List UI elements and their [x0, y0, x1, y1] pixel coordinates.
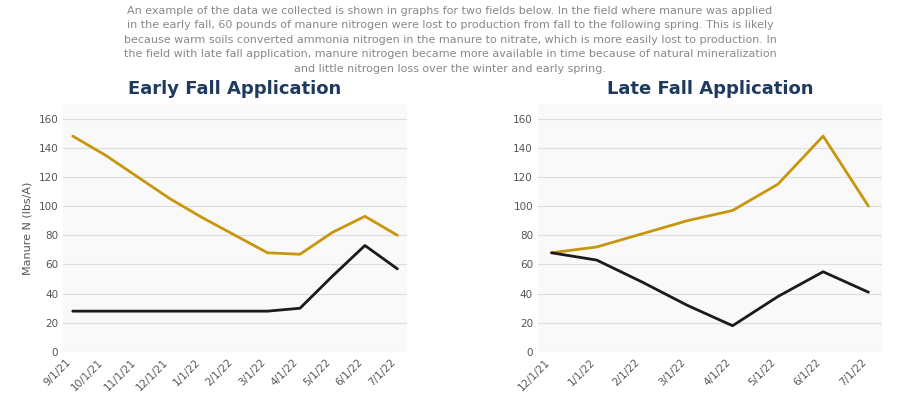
Title: Early Fall Application: Early Fall Application — [129, 80, 342, 98]
Y-axis label: Manure N (lbs/A): Manure N (lbs/A) — [22, 181, 32, 275]
Text: An example of the data we collected is shown in graphs for two fields below. In : An example of the data we collected is s… — [123, 6, 777, 74]
Title: Late Fall Application: Late Fall Application — [607, 80, 814, 98]
